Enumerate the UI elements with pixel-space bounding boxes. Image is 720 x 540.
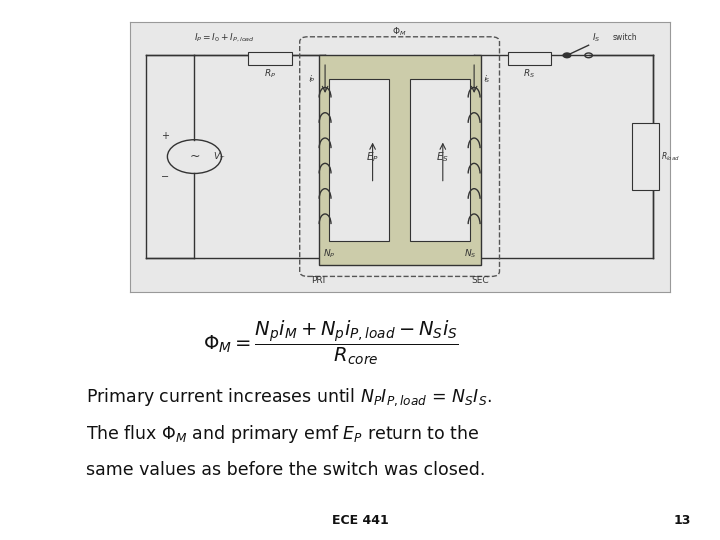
Text: $R_{load}$: $R_{load}$ (662, 150, 680, 163)
Text: $\mathcal{i}_P$: $\mathcal{i}_P$ (308, 73, 316, 85)
Bar (410, 79, 470, 241)
Text: $N_S$: $N_S$ (464, 248, 476, 260)
Text: switch: switch (613, 33, 637, 42)
Text: ECE 441: ECE 441 (332, 514, 388, 526)
Text: Primary current increases until $N_PI_{P,load}$ = $N_SI_S$.: Primary current increases until $N_PI_{P… (86, 386, 492, 408)
Text: $E_P$: $E_P$ (366, 150, 379, 164)
Bar (318, 56, 480, 265)
Bar (329, 79, 389, 241)
Text: $\Phi_M$: $\Phi_M$ (392, 26, 407, 38)
Bar (632, 123, 659, 191)
Text: $I_P = I_0 + I_{P,load}$: $I_P = I_0 + I_{P,load}$ (194, 31, 255, 44)
Text: $N_P$: $N_P$ (323, 248, 336, 260)
Text: $V_T$: $V_T$ (213, 150, 226, 163)
Text: ~: ~ (189, 150, 199, 163)
Bar (248, 52, 292, 65)
Circle shape (563, 53, 571, 58)
Text: −: − (161, 172, 168, 182)
Text: $\mathcal{i}_S$: $\mathcal{i}_S$ (483, 73, 491, 85)
Text: $R_S$: $R_S$ (523, 67, 535, 80)
Bar (508, 52, 551, 65)
Text: SEC: SEC (472, 276, 490, 286)
Text: same values as before the switch was closed.: same values as before the switch was clo… (86, 461, 486, 480)
Text: The flux $\Phi_M$ and primary emf $E_P$ return to the: The flux $\Phi_M$ and primary emf $E_P$ … (86, 423, 480, 444)
Text: PRI: PRI (312, 276, 325, 286)
Text: $E_S$: $E_S$ (436, 150, 449, 164)
Text: $I_S$: $I_S$ (593, 31, 601, 44)
Text: 13: 13 (674, 514, 691, 526)
Text: +: + (161, 131, 168, 141)
Text: $\Phi_M = \dfrac{N_p i_M + N_p i_{P,load} - N_S i_S}{R_{core}}$: $\Phi_M = \dfrac{N_p i_M + N_p i_{P,load… (203, 319, 459, 367)
Text: $R_P$: $R_P$ (264, 67, 276, 80)
